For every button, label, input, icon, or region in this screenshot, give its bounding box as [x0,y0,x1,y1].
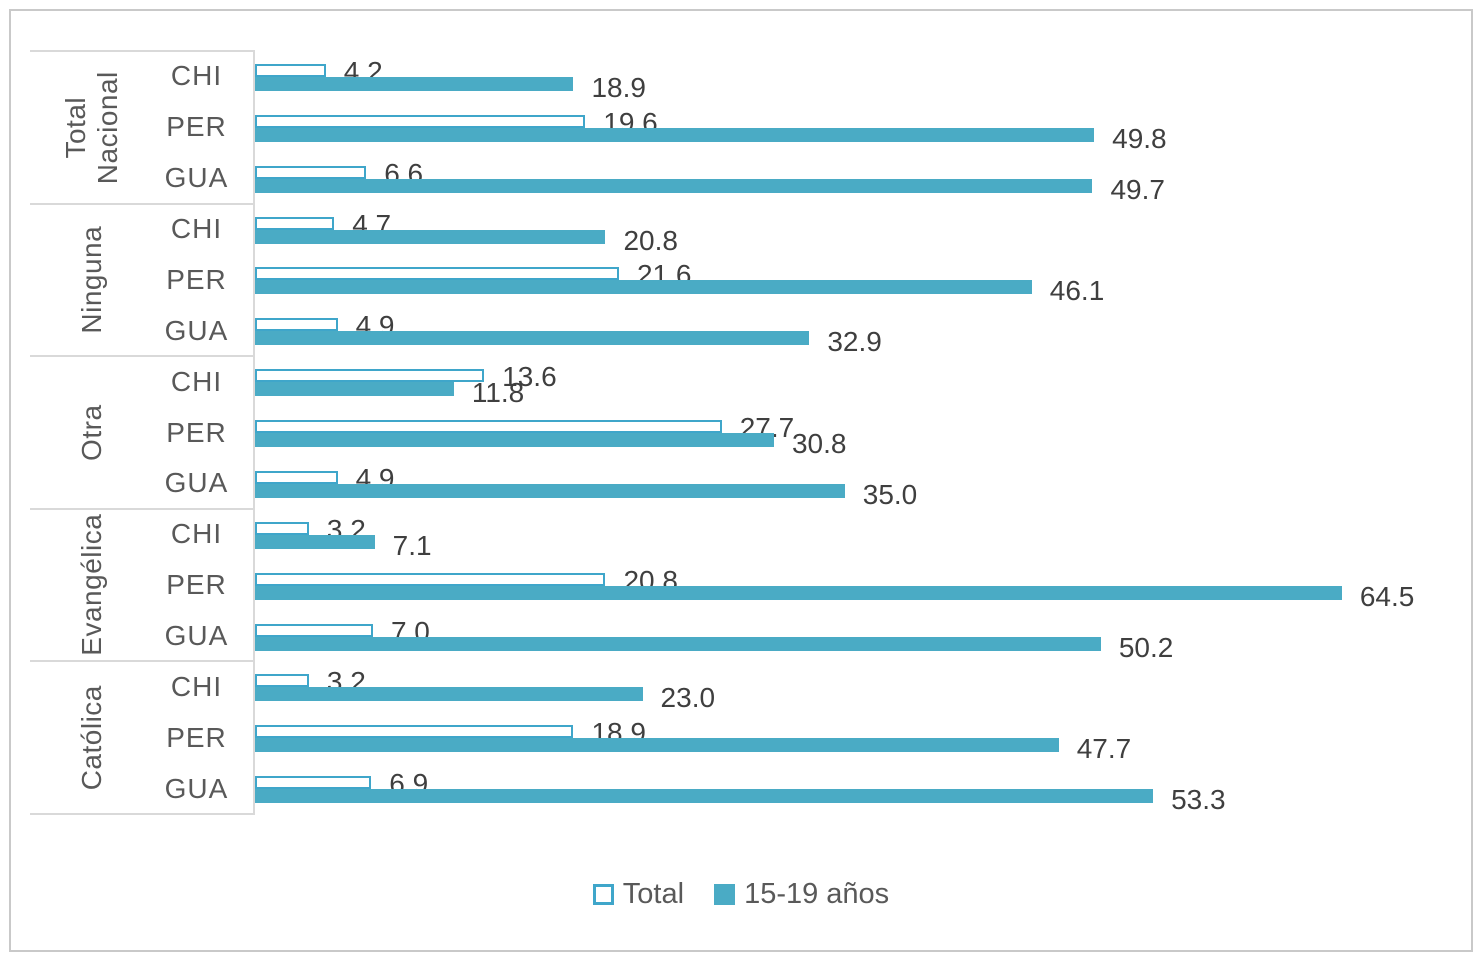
value-label-15-19-anos: 64.5 [1359,580,1415,612]
bar-total [255,318,338,332]
bar-15-19-anos [255,280,1032,295]
group-separator-line [30,660,255,663]
bar-15-19-anos [255,382,454,397]
bar-15-19-anos [255,483,845,498]
bar-15-19-anos [255,433,774,448]
group-label: Evangélica [75,514,107,657]
country-label: GUA [164,619,229,651]
legend-swatch-fill-icon [714,883,736,905]
bar-15-19-anos [255,229,606,244]
value-label-15-19-anos: 50.2 [1118,631,1174,663]
bar-15-19-anos [255,738,1059,753]
bar-15-19-anos [255,789,1154,804]
legend: Total 15-19 años [0,872,1482,916]
value-label-15-19-anos: 47.7 [1076,733,1132,765]
bar-total [255,470,338,484]
group-label: Ninguna [75,225,107,334]
country-label: CHI [170,60,223,92]
group-separator-line [30,50,255,52]
bar-15-19-anos [255,687,643,702]
bar-15-19-anos [255,77,574,91]
country-label: CHI [170,518,223,550]
group-label-cell: Otra [32,356,152,509]
bar-total [255,267,619,281]
country-label: PER [166,111,227,143]
bar-total [255,521,309,535]
group-label-cell: Total Nacional [32,51,152,204]
group-label-cell: Evangélica [32,509,152,662]
country-label: GUA [164,162,229,194]
group-label-cell: Ninguna [32,204,152,357]
group-separator-line [30,355,255,358]
bar-total [255,623,373,637]
legend-item-15-19-anos: 15-19 años [714,877,890,910]
group-separator-line [30,507,255,510]
bar-total [255,420,722,434]
bar-15-19-anos [255,127,1095,142]
category-axis-line [253,51,255,814]
value-label-15-19-anos: 35.0 [862,478,918,510]
legend-swatch-outline-icon [592,883,614,905]
group-separator-line [30,202,255,205]
legend-label-15-19-anos: 15-19 años [744,877,890,910]
country-label: GUA [164,467,229,499]
value-label-15-19-anos: 32.9 [827,326,882,358]
value-label-15-19-anos: 7.1 [392,529,432,561]
country-label: PER [166,569,227,601]
legend-label-total: Total [622,877,685,910]
value-label-15-19-anos: 53.3 [1171,784,1226,816]
value-label-15-19-anos: 49.8 [1112,122,1167,154]
country-label: CHI [170,670,223,702]
bar-15-19-anos [255,178,1093,193]
country-label: CHI [170,365,223,397]
value-label-15-19-anos: 49.7 [1110,173,1165,205]
country-label: GUA [164,772,229,804]
group-label-cell: Católica [32,661,152,814]
bar-15-19-anos [255,585,1342,600]
country-label: CHI [170,213,223,245]
country-label: PER [166,721,227,753]
country-label: GUA [164,314,229,346]
group-label: Total Nacional [59,70,123,184]
country-label: PER [166,416,227,448]
bar-total [255,725,574,739]
bar-total [255,165,367,179]
bar-total [255,776,372,790]
bar-15-19-anos [255,331,810,346]
value-label-total: 13.6 [502,361,557,393]
country-label: PER [166,263,227,295]
group-separator-line [30,813,255,815]
bar-15-19-anos [255,534,375,549]
value-label-15-19-anos: 46.1 [1049,275,1105,307]
bar-total [255,64,326,77]
value-label-15-19-anos: 11.8 [471,377,525,409]
value-label-15-19-anos: 18.9 [591,72,646,103]
legend-item-total: Total [592,877,685,910]
bar-total [255,216,335,230]
bar-15-19-anos [255,636,1101,651]
group-label: Católica [75,685,107,791]
value-label-15-19-anos: 20.8 [623,224,678,256]
value-label-15-19-anos: 23.0 [660,682,716,714]
bar-total [255,572,606,586]
group-label: Otra [75,404,107,461]
bar-total [255,114,586,128]
value-label-15-19-anos: 30.8 [791,428,847,460]
bar-total [255,369,485,383]
bar-total [255,674,309,688]
